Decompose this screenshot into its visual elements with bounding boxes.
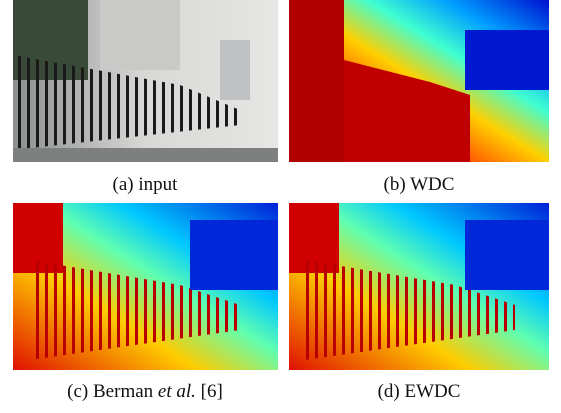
image-wdc: [289, 0, 549, 162]
image-berman: [13, 203, 278, 370]
caption-text: (c) Berman: [67, 381, 153, 402]
caption-text: (d) EWDC: [378, 381, 461, 402]
figure-images: [0, 0, 561, 413]
image-ewdc: [289, 203, 549, 370]
caption: (a) input: [5, 174, 285, 196]
caption-italic: et al.: [158, 381, 196, 402]
caption: (c) Berman et al. [6]: [5, 381, 285, 403]
image-input: [13, 0, 278, 162]
figure: (a) input (b) WDC (c) Berman et al. [6] …: [0, 0, 561, 413]
caption-text: (a) input: [113, 174, 178, 195]
caption-citation: [6]: [201, 381, 223, 402]
caption: (b) WDC: [279, 174, 559, 196]
caption-text: (b) WDC: [384, 174, 455, 195]
caption: (d) EWDC: [279, 381, 559, 403]
